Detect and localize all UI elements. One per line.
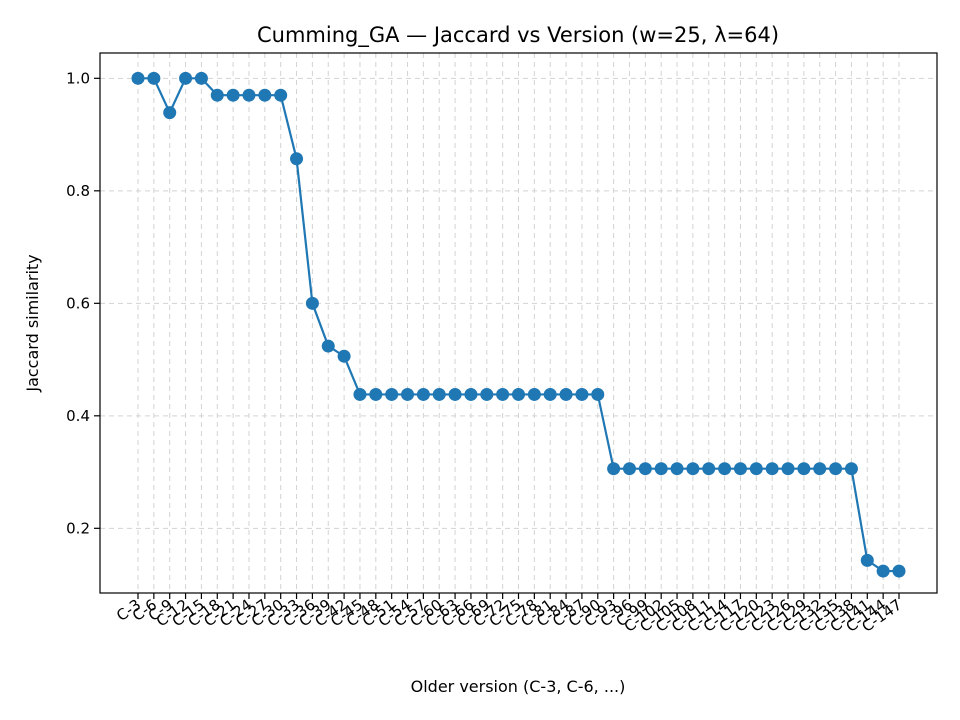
data-point	[813, 462, 827, 476]
data-point	[686, 462, 700, 476]
data-point	[559, 387, 573, 401]
plot-frame	[99, 52, 938, 594]
data-point	[210, 88, 224, 102]
x-axis-label: Older version (C-3, C-6, ...)	[411, 677, 626, 696]
data-point	[575, 387, 589, 401]
y-tick-label: 0.4	[66, 407, 90, 425]
data-point	[464, 387, 478, 401]
y-axis-label: Jaccard similarity	[23, 254, 42, 392]
data-point	[369, 387, 383, 401]
data-point	[242, 88, 256, 102]
x-axis-ticks: C-3C-6C-9C-12C-15C-18C-21C-24C-27C-30C-3…	[113, 593, 905, 636]
data-point	[654, 462, 668, 476]
data-point	[591, 387, 605, 401]
data-point	[892, 564, 906, 578]
data-point	[765, 462, 779, 476]
data-point	[844, 462, 858, 476]
data-point	[131, 71, 145, 85]
data-point	[512, 387, 525, 401]
data-point	[401, 387, 415, 401]
data-point	[718, 462, 732, 476]
data-point	[607, 462, 621, 476]
data-point	[543, 387, 557, 401]
data-point	[622, 462, 636, 476]
data-point	[416, 387, 430, 401]
data-point	[860, 553, 874, 567]
grid	[100, 53, 937, 593]
y-tick-label: 0.6	[66, 294, 90, 312]
data-point	[749, 462, 763, 476]
data-point	[448, 387, 462, 401]
data-point	[194, 71, 208, 85]
data-point	[638, 462, 652, 476]
data-point	[179, 71, 193, 85]
data-point	[385, 387, 399, 401]
y-tick-label: 1.0	[66, 69, 90, 87]
y-tick-label: 0.8	[66, 182, 90, 200]
y-axis-ticks: 0.2 0.4 0.6 0.8 1.0	[66, 69, 100, 537]
data-point	[496, 387, 510, 401]
data-point	[432, 387, 446, 401]
data-point	[337, 349, 351, 363]
series-jaccard	[131, 71, 906, 578]
data-point	[163, 106, 177, 120]
data-point	[274, 88, 288, 102]
data-point	[290, 152, 304, 166]
data-point	[527, 387, 541, 401]
data-point	[797, 462, 811, 476]
data-point	[829, 462, 843, 476]
data-point	[321, 339, 335, 353]
data-point	[733, 462, 747, 476]
data-point	[876, 564, 890, 578]
data-point	[670, 462, 684, 476]
data-point	[147, 71, 161, 85]
data-point	[226, 88, 240, 102]
chart-title: Cumming_GA — Jaccard vs Version (w=25, λ…	[257, 23, 779, 48]
data-point	[305, 296, 319, 310]
data-point	[258, 88, 272, 102]
data-point	[781, 462, 795, 476]
data-point	[480, 387, 494, 401]
data-point	[702, 462, 716, 476]
y-tick-label: 0.2	[66, 519, 90, 537]
data-point	[353, 387, 367, 401]
